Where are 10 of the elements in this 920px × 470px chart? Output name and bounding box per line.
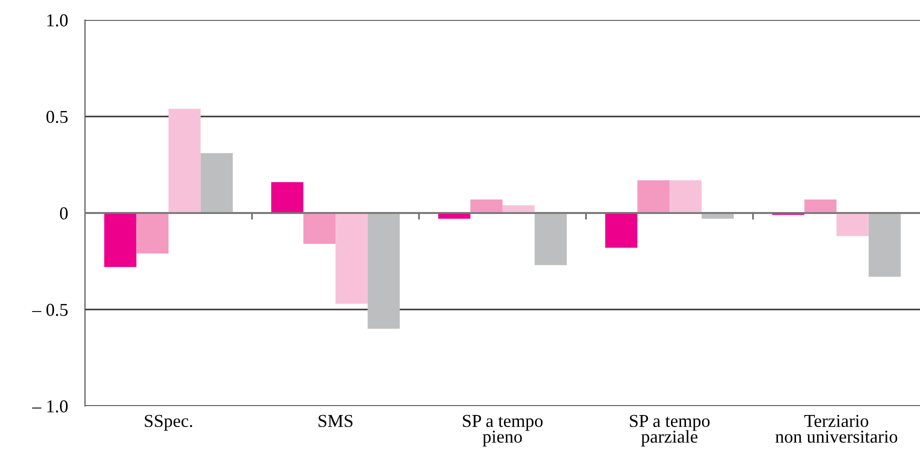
x-tick-label: SMS: [318, 414, 352, 428]
x-tick-label: Terziario non universitario: [775, 414, 898, 443]
x-tick-label: SP a tempo parziale: [630, 414, 710, 446]
y-tick-label: 1.0: [47, 14, 68, 27]
y-tick-label: 0: [60, 207, 68, 220]
y-tick-label: 0.5: [46, 110, 68, 124]
y-tick-label: – 1.0: [32, 400, 68, 413]
x-tick-label: SSpec.: [144, 414, 192, 431]
x-tick-label: SP a tempo pieno: [462, 414, 543, 446]
y-tick-label: – 0.5: [32, 304, 68, 316]
